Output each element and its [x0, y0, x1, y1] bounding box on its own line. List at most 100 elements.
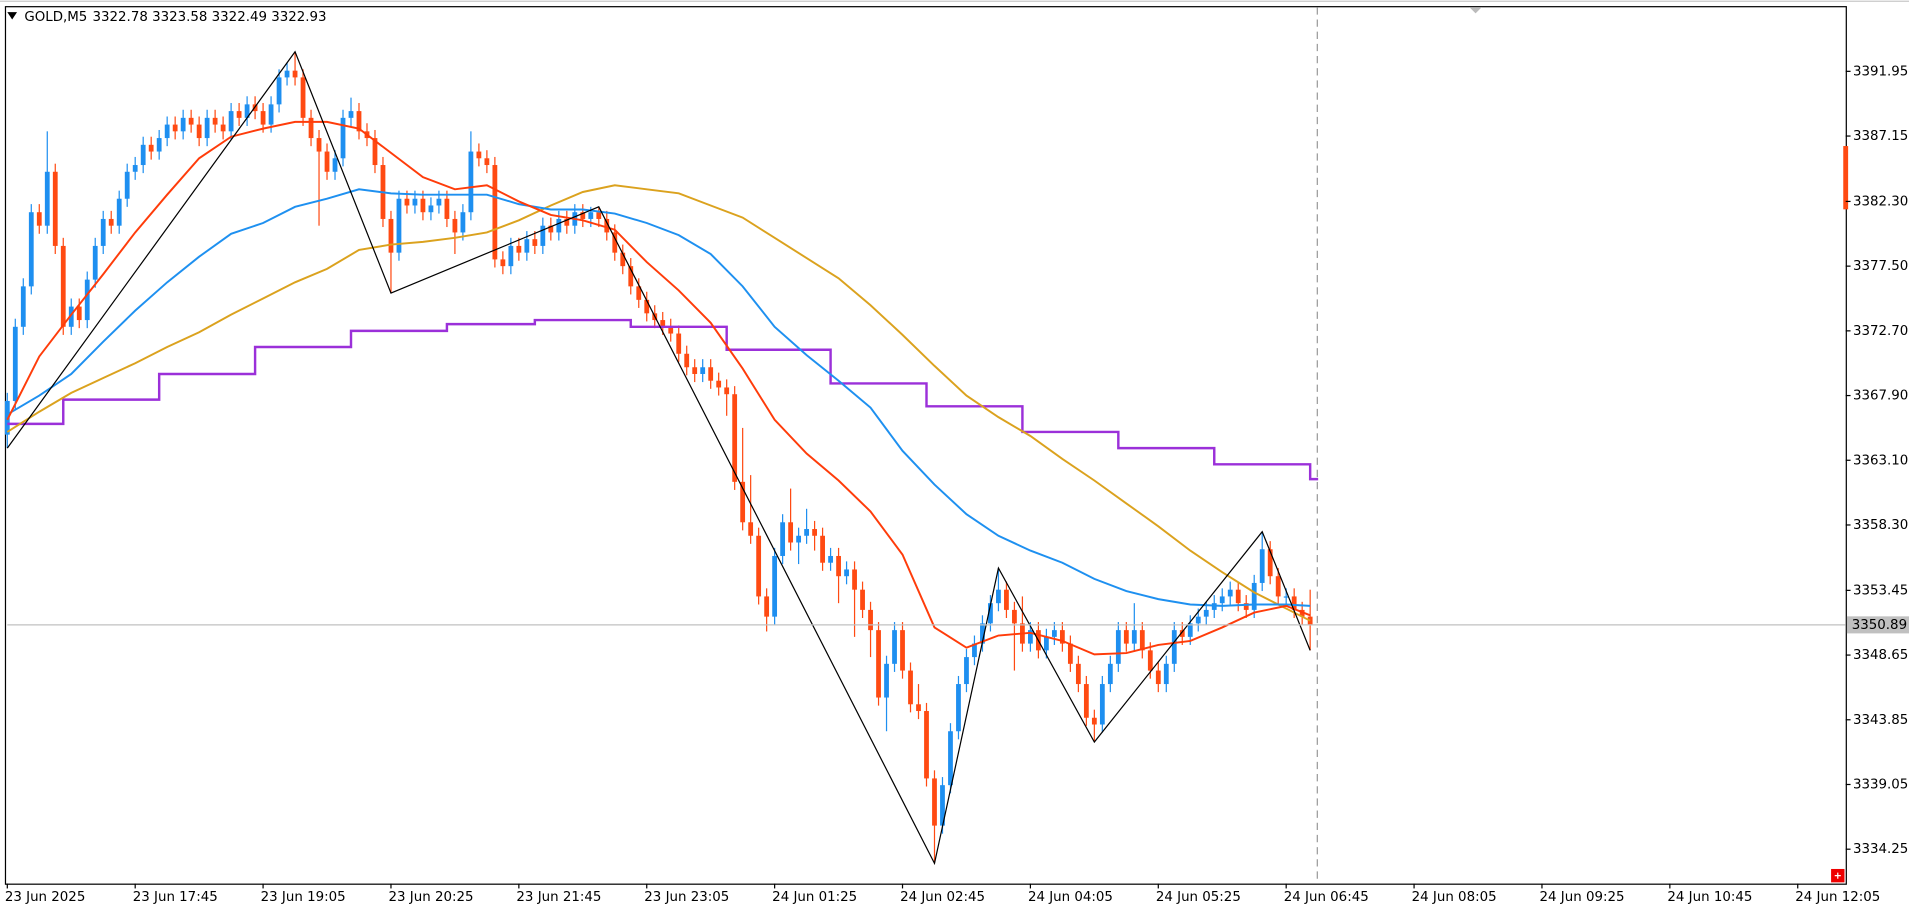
- candle-body: [12, 326, 18, 401]
- candle-body: [1219, 596, 1225, 604]
- candle-body: [724, 387, 730, 395]
- candle-body: [124, 171, 130, 199]
- candle-body: [452, 218, 458, 233]
- candle-body: [996, 589, 1001, 604]
- candle-body: [764, 596, 770, 617]
- candle-body: [756, 535, 762, 597]
- candle-body: [1171, 630, 1177, 664]
- candle-body: [1187, 623, 1193, 637]
- candle-body: [1099, 684, 1105, 725]
- candle-body: [164, 124, 170, 139]
- candle-body: [332, 158, 338, 172]
- candle-body: [580, 212, 586, 219]
- candle-body: [76, 306, 82, 321]
- candle-body: [220, 124, 226, 132]
- candle-body: [604, 218, 610, 233]
- candle-body: [84, 279, 90, 321]
- candle-body: [412, 198, 418, 206]
- indicator-line: [6, 188, 1311, 607]
- candle-body: [1299, 609, 1305, 617]
- candle-body: [468, 151, 474, 213]
- candle-body: [1075, 663, 1081, 685]
- candle-body: [1267, 549, 1273, 577]
- y-tick-label: 3377.50: [1853, 259, 1908, 274]
- candle-body: [188, 117, 194, 125]
- candle-body: [892, 630, 897, 664]
- candle-body: [884, 663, 889, 698]
- candle-body: [68, 306, 74, 327]
- candle-body: [140, 144, 146, 166]
- x-tick-label: 23 Jun 17:45: [133, 890, 218, 905]
- candle-body: [1275, 576, 1281, 597]
- y-tick-label: 3343.85: [1853, 713, 1908, 728]
- candle-body: [748, 522, 754, 536]
- candle-body: [660, 320, 666, 327]
- candle-body: [44, 171, 50, 226]
- close-icon: [1834, 872, 1841, 879]
- candle-body: [156, 138, 162, 152]
- candle-body: [1227, 589, 1233, 597]
- y-tick-label: 3367.90: [1853, 389, 1908, 404]
- candle-body: [828, 555, 833, 563]
- y-tick-label: 3348.65: [1853, 648, 1908, 663]
- candle-body: [1028, 630, 1033, 644]
- candle-body: [556, 218, 562, 233]
- x-tick-label: 24 Jun 04:05: [1028, 890, 1113, 905]
- x-tick-label: 23 Jun 2025: [5, 890, 85, 905]
- indicator-line: [6, 184, 1311, 622]
- y-tick-label: 3353.45: [1853, 583, 1908, 598]
- candle-body: [836, 555, 841, 577]
- candle-body: [476, 151, 482, 159]
- candle-body: [796, 535, 802, 543]
- x-tick-label: 24 Jun 09:25: [1540, 890, 1625, 905]
- x-tick-label: 24 Jun 02:45: [900, 890, 985, 905]
- x-tick-label: 24 Jun 06:45: [1284, 890, 1369, 905]
- x-tick-label: 24 Jun 10:45: [1667, 890, 1752, 905]
- x-tick-label: 24 Jun 01:25: [772, 890, 857, 905]
- candle-body: [1147, 650, 1153, 671]
- candle-body: [428, 205, 434, 213]
- y-tick-label: 3334.25: [1853, 842, 1908, 857]
- last-price-label: 3350.89: [1852, 618, 1907, 633]
- y-tick-label: 3391.95: [1853, 64, 1908, 79]
- candle-body: [1259, 549, 1265, 583]
- candle-body: [772, 555, 778, 617]
- x-tick-label: 23 Jun 21:45: [516, 890, 601, 905]
- candle-body: [52, 171, 58, 246]
- candle-body: [244, 104, 250, 118]
- candle-body: [372, 138, 378, 166]
- y-tick-label: 3363.10: [1853, 453, 1908, 468]
- candle-body: [564, 218, 570, 226]
- menu-triangle[interactable]: [7, 12, 18, 20]
- x-tick-label: 24 Jun 08:05: [1412, 890, 1497, 905]
- candle-body: [236, 111, 242, 118]
- plot-frame: [4, 6, 1847, 885]
- candle-body: [444, 198, 450, 219]
- candle-body: [1155, 670, 1161, 685]
- candle-body: [292, 70, 298, 78]
- candle-body: [1083, 684, 1089, 718]
- spread-bar: [1843, 146, 1849, 210]
- candle-body: [820, 535, 825, 563]
- candle-body: [868, 609, 873, 631]
- candle-body: [1091, 717, 1097, 725]
- y-tick-label: 3372.70: [1853, 324, 1908, 339]
- candle-body: [916, 704, 921, 712]
- candle-body: [1051, 630, 1057, 637]
- candle-body: [1203, 609, 1209, 617]
- candle-body: [356, 111, 362, 132]
- candle-body: [932, 778, 937, 826]
- y-tick-label: 3387.15: [1853, 129, 1908, 144]
- candle-body: [196, 124, 202, 139]
- shift-marker: [1469, 7, 1482, 14]
- candle-body: [516, 245, 522, 253]
- candle-body: [596, 212, 602, 219]
- candle-body: [804, 529, 810, 536]
- candle-body: [852, 569, 857, 590]
- indicator-line: [6, 50, 1311, 866]
- y-tick-label: 3358.30: [1853, 518, 1908, 533]
- candle-body: [1012, 609, 1017, 624]
- candle-body: [1043, 636, 1049, 651]
